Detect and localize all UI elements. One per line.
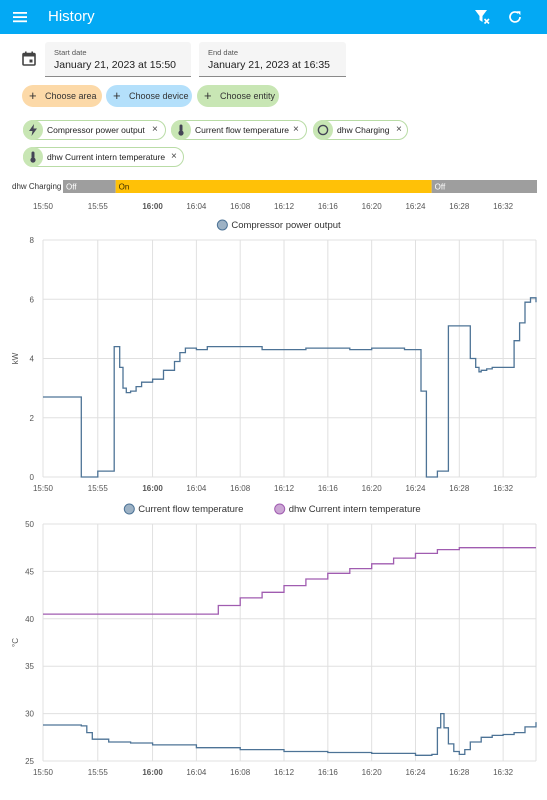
thermometer-icon — [171, 120, 191, 140]
timeline-segment-label: Off — [435, 183, 446, 192]
circle-outline-icon — [313, 120, 333, 140]
x-tick-label: 16:16 — [318, 768, 339, 777]
x-tick-label: 16:12 — [274, 484, 295, 493]
page-title: History — [48, 8, 95, 25]
x-tick-label: 16:20 — [362, 484, 383, 493]
series-line — [43, 547, 536, 615]
close-icon[interactable]: × — [171, 151, 177, 162]
entity-chip-compressor-power[interactable]: Compressor power output × — [23, 120, 166, 140]
timeline-tick-label: 16:08 — [230, 202, 251, 211]
end-date-field[interactable]: End date January 21, 2023 at 16:35 — [199, 42, 346, 77]
timeline-segment — [115, 180, 432, 193]
x-tick-label: 15:50 — [33, 484, 54, 493]
y-tick-label: 0 — [30, 473, 35, 482]
x-tick-label: 16:32 — [493, 484, 514, 493]
x-tick-label: 16:20 — [362, 768, 383, 777]
end-date-value: January 21, 2023 at 16:35 — [208, 59, 331, 71]
y-axis-label: °C — [11, 638, 20, 647]
timeline-tick-label: 16:28 — [449, 202, 470, 211]
y-tick-label: 45 — [25, 567, 34, 576]
x-tick-label: 16:04 — [186, 768, 207, 777]
entity-chip-dhw-current-intern-temperature[interactable]: dhw Current intern temperature × — [23, 147, 184, 167]
timeline-tick-label: 16:00 — [142, 202, 163, 211]
x-tick-label: 16:04 — [186, 484, 207, 493]
app-bar: History — [0, 0, 547, 34]
y-axis-label: kW — [11, 352, 20, 364]
filter-remove-icon[interactable] — [474, 9, 490, 30]
legend-label: dhw Current intern temperature — [289, 504, 421, 515]
timeline-segment — [431, 180, 537, 193]
legend-marker — [274, 503, 286, 515]
entity-chip-current-flow-temperature[interactable]: Current flow temperature × — [171, 120, 307, 140]
x-tick-label: 15:55 — [88, 768, 109, 777]
choose-area-button[interactable]: + Choose area — [22, 85, 102, 107]
timeline-tick-label: 16:12 — [274, 202, 295, 211]
y-tick-label: 30 — [25, 710, 34, 719]
calendar-icon[interactable] — [22, 51, 36, 71]
x-tick-label: 16:24 — [405, 768, 426, 777]
timeline-tick-label: 15:55 — [88, 202, 109, 211]
close-icon[interactable]: × — [152, 124, 158, 135]
legend-marker — [123, 503, 135, 515]
x-tick-label: 16:28 — [449, 768, 470, 777]
legend-label: Current flow temperature — [138, 504, 243, 515]
timeline-tick-label: 16:04 — [186, 202, 207, 211]
x-tick-label: 16:28 — [449, 484, 470, 493]
close-icon[interactable]: × — [396, 124, 402, 135]
timeline-tick-label: 16:20 — [362, 202, 383, 211]
compressor-power-chart: Compressor power output 0 2 4 6 8 15:50 15:55 16… — [11, 219, 537, 493]
start-date-value: January 21, 2023 at 15:50 — [54, 59, 177, 71]
plus-icon: + — [113, 88, 121, 103]
y-tick-label: 35 — [25, 662, 34, 671]
legend-label: Compressor power output — [231, 220, 341, 231]
close-icon[interactable]: × — [293, 124, 299, 135]
choose-entity-button[interactable]: + Choose entity — [197, 85, 279, 107]
end-date-label: End date — [208, 48, 239, 57]
timeline-segment-label: On — [119, 183, 130, 192]
x-tick-label: 16:00 — [142, 484, 163, 493]
plus-icon: + — [204, 88, 212, 103]
start-date-field[interactable]: Start date January 21, 2023 at 15:50 — [45, 42, 191, 77]
choose-device-button[interactable]: + Choose device — [106, 85, 192, 107]
x-tick-label: 16:32 — [493, 768, 514, 777]
timeline-entity-label: dhw Charging — [12, 182, 61, 191]
y-tick-label: 40 — [25, 615, 34, 624]
legend-marker — [216, 219, 228, 231]
timeline-tick-label: 16:16 — [318, 202, 339, 211]
timeline-segment-label: Off — [66, 183, 77, 192]
timeline-tick-label: 15:50 — [33, 202, 54, 211]
x-tick-label: 16:12 — [274, 768, 295, 777]
refresh-icon[interactable] — [507, 9, 523, 30]
series-line — [43, 712, 537, 756]
y-tick-label: 25 — [25, 757, 34, 766]
x-tick-label: 16:08 — [230, 768, 251, 777]
menu-icon[interactable] — [12, 9, 28, 30]
series-line — [43, 297, 537, 478]
timeline-tick-label: 16:24 — [405, 202, 426, 211]
y-tick-label: 50 — [25, 520, 34, 529]
x-tick-label: 15:50 — [33, 768, 54, 777]
y-tick-label: 6 — [30, 295, 35, 304]
plus-icon: + — [29, 88, 37, 103]
x-tick-label: 16:24 — [405, 484, 426, 493]
timeline-tick-label: 16:32 — [493, 202, 514, 211]
x-tick-label: 16:00 — [142, 768, 163, 777]
start-date-label: Start date — [54, 48, 87, 57]
y-tick-label: 8 — [30, 236, 35, 245]
thermometer-icon — [23, 147, 43, 167]
lightning-bolt-icon — [23, 120, 43, 140]
temperature-chart: Current flow temperature dhw Current inte… — [11, 503, 537, 777]
y-tick-label: 4 — [30, 355, 35, 364]
x-tick-label: 16:08 — [230, 484, 251, 493]
x-tick-label: 15:55 — [88, 484, 109, 493]
entity-chip-dhw-charging[interactable]: dhw Charging × — [313, 120, 408, 140]
y-tick-label: 2 — [30, 414, 35, 423]
timeline-segment — [63, 180, 116, 193]
state-timeline: dhw Charging Off On Off 15:50 15:55 16:00 16:0… — [12, 180, 537, 211]
x-tick-label: 16:16 — [318, 484, 339, 493]
